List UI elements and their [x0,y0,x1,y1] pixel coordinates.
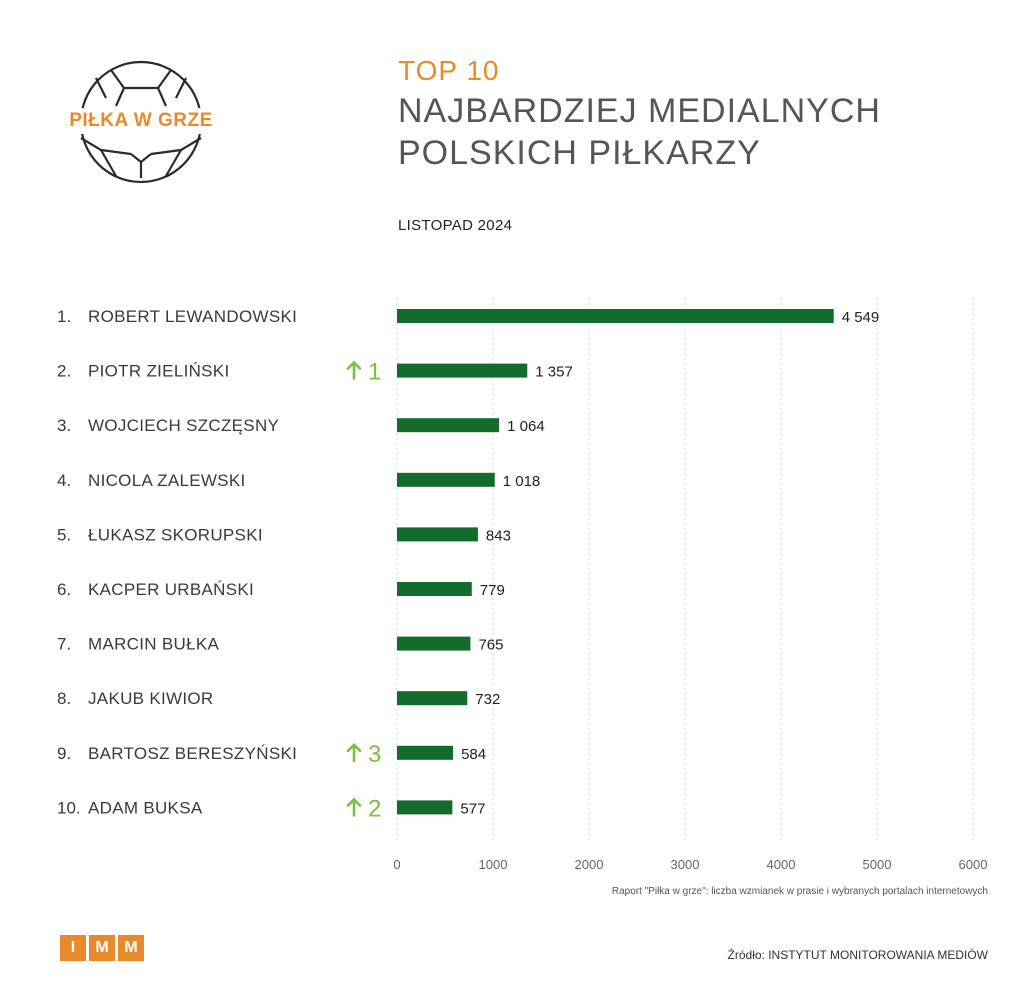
x-tick-label-0: 0 [393,857,400,872]
rank-change-2: 1 [368,359,381,386]
imm-logo: I M M [60,935,144,961]
arrow-up-icon [346,742,362,763]
chart-title-line1: NAJBARDZIEJ MEDIALNYCH [398,92,881,130]
rank-change-10: 2 [368,795,381,822]
bar-9 [397,745,454,760]
player-name-9: BARTOSZ BERESZYŃSKI [88,744,297,763]
bar-value-label-4: 1 018 [503,473,541,490]
source-credit: Źródło: INSTYTUT MONITOROWANIA MEDIÓW [727,948,988,962]
rank-label-7: 7. [57,635,71,654]
bar-value-label-3: 1 064 [507,418,545,435]
bar-value-label-7: 765 [478,637,503,654]
x-tick-label-3000: 3000 [671,857,700,872]
rank-label-9: 9. [57,744,71,763]
chart-note: Raport "Piłka w grze": liczba wzmianek w… [611,886,988,897]
player-name-3: WOJCIECH SZCZĘSNY [88,416,279,435]
rank-change-9: 3 [368,741,381,768]
bar-value-label-6: 779 [480,582,505,599]
rank-label-1: 1. [57,307,71,326]
arrow-up-icon [346,360,362,380]
bar-value-label-1: 4 549 [842,309,880,326]
bar-4 [397,472,495,487]
player-name-4: NICOLA ZALEWSKI [88,471,246,490]
x-tick-label-2000: 2000 [575,857,604,872]
player-name-8: JAKUB KIWIOR [88,689,213,708]
bar-5 [397,527,478,542]
rank-label-2: 2. [57,362,71,381]
bar-chart: 0 1000 2000 3000 4000 5000 6000 1. ROBERT LEWAND… [57,298,988,872]
arrow-up-icon [346,797,362,817]
chart-title: NAJBARDZIEJ MEDIALNYCH POLSKICH PIŁKARZY [398,90,958,174]
rank-label-3: 3. [57,416,71,435]
logo-text: PIŁKA W GRZE [58,108,224,134]
imm-letter-i: I [60,935,86,961]
bar-value-label-8: 732 [475,691,500,708]
player-name-2: PIOTR ZIELIŃSKI [88,362,229,381]
rank-label-8: 8. [57,689,71,708]
bar-6 [397,582,472,596]
x-tick-label-1000: 1000 [479,857,508,872]
bar-value-label-9: 584 [461,746,486,763]
bar-3 [397,418,500,433]
bar-value-label-10: 577 [460,800,485,817]
player-name-5: ŁUKASZ SKORUPSKI [88,525,263,544]
bar-value-label-5: 843 [486,527,511,544]
rank-label-5: 5. [57,525,71,544]
bar-7 [397,636,471,651]
imm-letter-m2: M [118,935,144,961]
bar-8 [397,691,468,706]
player-name-6: KACPER URBAŃSKI [88,580,254,599]
player-name-10: ADAM BUKSA [88,798,203,817]
player-name-1: ROBERT LEWANDOWSKI [88,307,297,326]
chart-title-line2: POLSKICH PIŁKARZY [398,134,761,172]
rank-label-6: 6. [57,580,71,599]
player-name-7: MARCIN BUŁKA [88,635,219,654]
rank-label-4: 4. [57,471,71,490]
bar-10 [397,800,453,815]
chart-top-label: TOP 10 [398,55,500,86]
chart-period: LISTOPAD 2024 [398,217,513,234]
imm-letter-m1: M [89,935,115,961]
bar-value-label-2: 1 357 [535,364,573,381]
x-tick-label-5000: 5000 [863,857,892,872]
rank-label-10: 10. [57,798,81,817]
bar-2 [397,363,528,378]
x-tick-label-6000: 6000 [959,857,988,872]
x-tick-label-4000: 4000 [767,857,796,872]
bar-1 [397,309,834,323]
